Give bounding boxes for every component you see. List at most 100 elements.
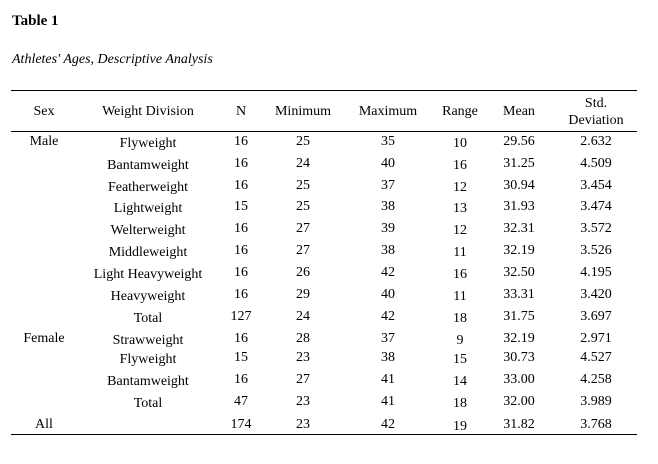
cell-maximum: 41	[381, 394, 395, 409]
cell-mean: 32.50	[503, 265, 535, 280]
header-maximum: Maximum	[358, 104, 418, 119]
cell-std-deviation: 2.632	[580, 134, 612, 149]
cell-mean: 30.94	[503, 178, 535, 193]
cell-mean: 30.73	[503, 350, 535, 365]
header-std-deviation: Std. Deviation	[552, 95, 640, 129]
header-sex: Sex	[33, 104, 55, 119]
cell-weight-division: Middleweight	[108, 245, 188, 260]
cell-mean: 32.19	[503, 243, 535, 258]
cell-weight-division: Bantamweight	[107, 158, 189, 173]
cell-minimum: 23	[296, 417, 310, 432]
cell-std-deviation: 3.454	[580, 178, 612, 193]
cell-range: 13	[453, 201, 467, 216]
cell-mean: 32.19	[503, 331, 535, 346]
cell-maximum: 39	[381, 221, 395, 236]
cell-mean: 31.82	[503, 417, 535, 432]
cell-n: 16	[234, 178, 248, 193]
table-top-rule	[11, 90, 637, 91]
cell-mean: 31.93	[503, 199, 535, 214]
cell-maximum: 38	[381, 243, 395, 258]
cell-range: 19	[453, 419, 467, 434]
cell-range: 11	[453, 245, 467, 260]
cell-std-deviation: 3.420	[580, 287, 612, 302]
cell-n: 174	[230, 417, 252, 432]
table-bottom-rule	[11, 434, 637, 435]
cell-range: 10	[453, 136, 467, 151]
cell-weight-division: Light Heavyweight	[93, 267, 203, 282]
cell-weight-division: Total	[133, 396, 163, 411]
cell-std-deviation: 4.258	[580, 372, 612, 387]
cell-n: 47	[234, 394, 248, 409]
table-header-rule	[11, 131, 637, 132]
cell-maximum: 38	[381, 350, 395, 365]
cell-maximum: 37	[381, 331, 395, 346]
cell-maximum: 42	[381, 417, 395, 432]
cell-weight-division: Lightweight	[113, 201, 183, 216]
cell-n: 15	[234, 199, 248, 214]
cell-weight-division: Featherweight	[107, 180, 189, 195]
cell-minimum: 24	[296, 156, 310, 171]
cell-std-deviation: 3.526	[580, 243, 612, 258]
header-std-deviation-line1: Std.	[584, 96, 608, 111]
cell-std-deviation: 3.572	[580, 221, 612, 236]
cell-minimum: 25	[296, 199, 310, 214]
cell-range: 9	[456, 333, 464, 348]
cell-n: 15	[234, 350, 248, 365]
cell-std-deviation: 2.971	[580, 331, 612, 346]
header-n: N	[235, 104, 247, 119]
cell-minimum: 27	[296, 243, 310, 258]
cell-n: 16	[234, 331, 248, 346]
cell-mean: 31.25	[503, 156, 535, 171]
cell-mean: 33.00	[503, 372, 535, 387]
cell-maximum: 41	[381, 372, 395, 387]
cell-range: 16	[453, 267, 467, 282]
cell-minimum: 27	[296, 372, 310, 387]
cell-range: 14	[453, 374, 467, 389]
cell-range: 18	[453, 396, 467, 411]
cell-mean: 29.56	[503, 134, 535, 149]
cell-std-deviation: 3.697	[580, 309, 612, 324]
cell-std-deviation: 4.509	[580, 156, 612, 171]
cell-std-deviation: 4.195	[580, 265, 612, 280]
cell-minimum: 24	[296, 309, 310, 324]
cell-n: 16	[234, 243, 248, 258]
cell-std-deviation: 4.527	[580, 350, 612, 365]
header-minimum: Minimum	[274, 104, 331, 119]
cell-minimum: 25	[296, 134, 310, 149]
table-caption: Athletes' Ages, Descriptive Analysis	[12, 52, 213, 67]
cell-weight-division: Flyweight	[119, 352, 177, 367]
cell-minimum: 25	[296, 178, 310, 193]
cell-weight-division: Bantamweight	[107, 374, 189, 389]
cell-maximum: 40	[381, 156, 395, 171]
cell-weight-division: Heavyweight	[110, 289, 186, 304]
cell-n: 16	[234, 265, 248, 280]
cell-minimum: 28	[296, 331, 310, 346]
table-number: Table 1	[12, 13, 59, 29]
cell-maximum: 40	[381, 287, 395, 302]
cell-maximum: 42	[381, 309, 395, 324]
cell-n: 127	[230, 309, 252, 324]
cell-weight-division: Strawweight	[112, 333, 184, 348]
cell-maximum: 38	[381, 199, 395, 214]
cell-n: 16	[234, 134, 248, 149]
cell-range: 12	[453, 180, 467, 195]
cell-minimum: 26	[296, 265, 310, 280]
cell-mean: 32.00	[503, 394, 535, 409]
cell-minimum: 23	[296, 394, 310, 409]
cell-std-deviation: 3.474	[580, 199, 612, 214]
cell-range: 18	[453, 311, 467, 326]
header-range: Range	[442, 104, 478, 119]
cell-n: 16	[234, 221, 248, 236]
cell-weight-division: Flyweight	[119, 136, 177, 151]
header-weight-division: Weight Division	[102, 104, 194, 119]
cell-sex: Female	[23, 331, 65, 346]
cell-range: 11	[453, 289, 467, 304]
cell-n: 16	[234, 372, 248, 387]
cell-std-deviation: 3.768	[580, 417, 612, 432]
cell-weight-division: Total	[133, 311, 163, 326]
cell-sex: Male	[29, 134, 59, 149]
cell-range: 12	[453, 223, 467, 238]
cell-std-deviation: 3.989	[580, 394, 612, 409]
header-std-deviation-line2: Deviation	[568, 113, 624, 128]
cell-maximum: 35	[381, 134, 395, 149]
